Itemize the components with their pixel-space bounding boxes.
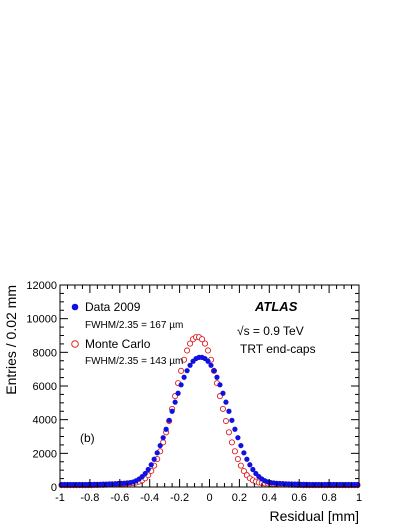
data-point [169, 408, 175, 414]
x-tick-label: -1 [55, 492, 65, 504]
x-axis-title: Residual [mm] [270, 508, 359, 524]
y-axis-title: Entries / 0.02 mm [3, 285, 19, 395]
data-point [220, 390, 226, 396]
data-point [211, 368, 217, 374]
data-point [223, 399, 229, 405]
mc-point [228, 439, 235, 446]
mc-point [225, 429, 232, 436]
data-point [181, 374, 187, 380]
data-point [157, 442, 163, 449]
x-tick-label: 1 [356, 492, 362, 504]
x-tick-label: 0.8 [321, 492, 336, 504]
x-tick-label: -0.8 [80, 492, 99, 504]
legend-label-data: Data 2009 [85, 300, 141, 314]
y-tick-label: 8000 [33, 347, 57, 359]
region-label: TRT end-caps [240, 342, 316, 356]
mc-point [187, 340, 194, 347]
legend-fwhm-mc: FWHM/2.35 = 143 µm [85, 356, 183, 367]
mc-point [222, 417, 229, 425]
axes-layer: -1 -0.8 -0.6 -0.4 -0.2 0 0.2 0.4 0.6 0.8 1 0 2000 400… [26, 280, 362, 504]
y-tick-label: 12000 [26, 280, 57, 292]
legend: Data 2009 FWHM/2.35 = 167 µm Monte Carlo… [71, 300, 183, 367]
data-point [178, 382, 184, 388]
mc-point [234, 456, 241, 463]
mc-point [201, 340, 209, 347]
data-point [235, 435, 241, 441]
mc-point [181, 356, 188, 363]
data-point [145, 466, 151, 473]
x-tick-label: -0.4 [140, 492, 159, 504]
mc-point [178, 367, 185, 374]
data-point [226, 408, 232, 414]
data-point [241, 450, 247, 456]
data-point [142, 470, 148, 477]
data-point [244, 456, 250, 462]
mc-point [204, 347, 212, 354]
data-point [208, 362, 214, 368]
mc-point [219, 405, 227, 412]
data-point [205, 358, 211, 364]
data-point [151, 456, 157, 462]
data-point [232, 426, 238, 432]
energy-label: √s = 0.9 TeV [237, 324, 304, 338]
data-point [163, 426, 169, 432]
data-point [148, 462, 154, 468]
x-tick-label: 0 [206, 492, 212, 504]
data-point [160, 435, 166, 441]
y-tick-label: 10000 [26, 314, 57, 326]
data-point [214, 374, 220, 380]
mc-point [198, 336, 206, 343]
legend-marker-data [71, 303, 79, 311]
mc-point [240, 467, 247, 475]
y-tick-label: 2000 [33, 448, 57, 460]
atlas-label: ATLAS [254, 299, 298, 314]
y-tick-label: 6000 [33, 381, 57, 393]
data-point [229, 417, 235, 423]
data-point [166, 417, 172, 423]
data-point [154, 450, 160, 456]
data-point [238, 442, 244, 449]
x-tick-label: 0.6 [292, 492, 307, 504]
data-point [187, 362, 193, 368]
data-point [247, 462, 253, 468]
data-point [217, 382, 223, 388]
y-tick-label: 0 [51, 482, 57, 494]
x-tick-label: -0.2 [170, 492, 189, 504]
y-tick-label: 4000 [33, 415, 57, 427]
data-layer [58, 334, 361, 489]
data-point [250, 466, 256, 473]
mc-point [184, 347, 191, 354]
mc-point [237, 462, 244, 469]
data-point [175, 390, 181, 396]
legend-fwhm-data: FWHM/2.35 = 167 µm [85, 320, 183, 331]
panel-label: (b) [80, 431, 95, 445]
x-tick-label: 0.2 [232, 492, 247, 504]
data-point [172, 399, 178, 405]
data-point [184, 368, 190, 374]
legend-label-mc: Monte Carlo [85, 337, 151, 351]
x-tick-label: 0.4 [262, 492, 277, 504]
x-tick-label: -0.6 [110, 492, 129, 504]
mc-point [231, 448, 238, 455]
legend-marker-mc [71, 340, 79, 348]
